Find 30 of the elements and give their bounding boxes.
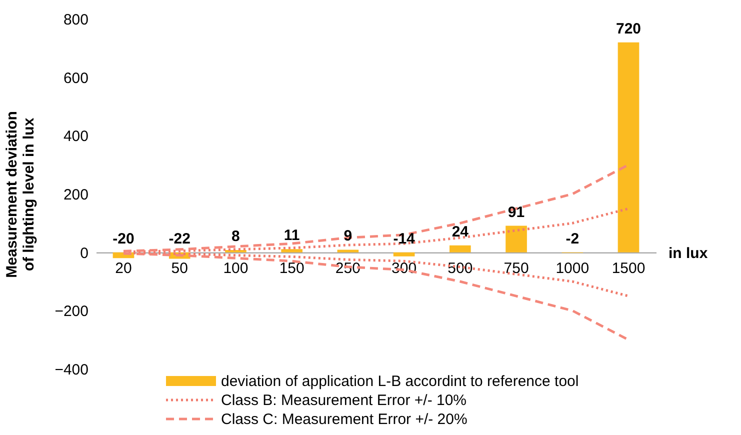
data-label: 8 xyxy=(232,228,240,245)
y-axis-title: Measurement deviation of lighting level in lux xyxy=(4,111,38,278)
y-tick-label: −400 xyxy=(54,362,88,378)
data-label: 11 xyxy=(284,227,300,244)
x-tick-label: 100 xyxy=(223,260,248,277)
x-tick-label: 750 xyxy=(504,260,529,277)
y-tick-label: 400 xyxy=(63,128,88,146)
data-label: -14 xyxy=(393,230,416,248)
x-tick-label: 1500 xyxy=(612,260,646,277)
legend-label: Class C: Measurement Error +/- 20% xyxy=(221,411,468,428)
data-label: 91 xyxy=(508,204,525,221)
y-tick-label: 0 xyxy=(80,244,88,262)
x-tick-label: 50 xyxy=(171,260,188,277)
data-label: 9 xyxy=(344,228,352,245)
data-label: 720 xyxy=(616,20,642,38)
x-tick-label: 500 xyxy=(448,260,473,277)
data-label: 24 xyxy=(452,223,470,240)
x-tick-label: 20 xyxy=(115,260,132,277)
data-label: -2 xyxy=(566,230,580,248)
data-label: -22 xyxy=(168,230,190,248)
x-tick-label: 150 xyxy=(279,260,304,277)
legend-label: deviation of application L-B accordint to reference tool xyxy=(221,373,579,390)
x-tick-label: 1000 xyxy=(556,260,590,277)
y-tick-label: 200 xyxy=(63,186,88,204)
x-axis-title: in lux xyxy=(668,244,708,262)
y-tick-label: 800 xyxy=(63,12,88,28)
data-label: -20 xyxy=(112,230,134,248)
legend-label: Class B: Measurement Error +/- 10% xyxy=(221,392,467,409)
y-tick-label: 600 xyxy=(63,70,88,87)
y-tick-label: −200 xyxy=(54,303,88,320)
